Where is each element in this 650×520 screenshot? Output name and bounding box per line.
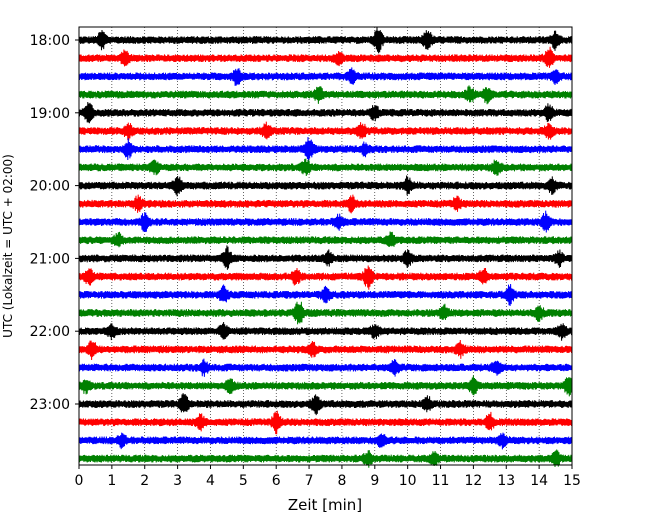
x-tick-label-1: 1	[107, 473, 116, 489]
trace-21:45	[78, 301, 573, 325]
trace-18:00	[78, 27, 573, 54]
y-tick-label-22:00: 22:00	[30, 324, 70, 340]
x-axis-ticks: 0 1 2 3 4 5 6 7 8 9 10 11 12 13 14 15	[75, 465, 581, 489]
y-tick-label-19:00: 19:00	[30, 106, 70, 122]
trace-21:00	[78, 245, 573, 270]
trace-19:45	[78, 158, 573, 177]
x-tick-label-6: 6	[272, 473, 281, 489]
trace-20:30	[78, 210, 573, 233]
trace-20:15	[78, 194, 573, 214]
trace-21:30	[78, 283, 573, 307]
y-tick-label-23:00: 23:00	[30, 397, 70, 413]
trace-22:30	[78, 358, 573, 377]
trace-18:15	[78, 46, 573, 68]
x-axis-label: Zeit [min]	[288, 496, 362, 514]
x-tick-label-0: 0	[75, 473, 84, 489]
trace-19:15	[78, 121, 573, 141]
y-tick-label-21:00: 21:00	[30, 251, 70, 267]
x-tick-label-5: 5	[239, 473, 248, 489]
seismogram-traces	[78, 27, 573, 468]
x-tick-label-8: 8	[337, 473, 346, 489]
y-tick-label-18:00: 18:00	[30, 33, 70, 49]
trace-22:00	[78, 321, 573, 341]
trace-23:15	[78, 410, 573, 435]
x-tick-label-13: 13	[497, 473, 515, 489]
y-axis-ticks: 18:00 19:00 20:00 21:00 22:00 23:00	[30, 33, 79, 413]
x-tick-label-11: 11	[432, 473, 450, 489]
minute-grid	[111, 27, 540, 465]
x-tick-label-3: 3	[173, 473, 182, 489]
trace-20:45	[78, 231, 573, 248]
x-tick-label-12: 12	[464, 473, 482, 489]
x-tick-label-15: 15	[563, 473, 581, 489]
trace-21:15	[78, 265, 573, 290]
trace-22:15	[78, 339, 573, 361]
trace-23:00	[78, 393, 573, 416]
x-tick-label-2: 2	[140, 473, 149, 489]
x-tick-label-14: 14	[530, 473, 548, 489]
plot-frame	[78, 26, 573, 466]
trace-23:45	[78, 449, 573, 468]
x-tick-label-4: 4	[206, 473, 215, 489]
trace-22:45	[78, 375, 573, 397]
trace-23:30	[78, 432, 573, 450]
x-tick-label-9: 9	[370, 473, 379, 489]
trace-19:30	[78, 136, 573, 162]
trace-18:30	[78, 67, 573, 86]
x-tick-label-10: 10	[399, 473, 417, 489]
x-tick-label-7: 7	[305, 473, 314, 489]
trace-20:00	[78, 175, 573, 197]
trace-19:00	[78, 101, 573, 124]
y-tick-label-20:00: 20:00	[30, 179, 70, 195]
trace-18:45	[78, 85, 573, 105]
y-axis-label: UTC (Lokalzeit = UTC + 02:00)	[1, 154, 15, 338]
